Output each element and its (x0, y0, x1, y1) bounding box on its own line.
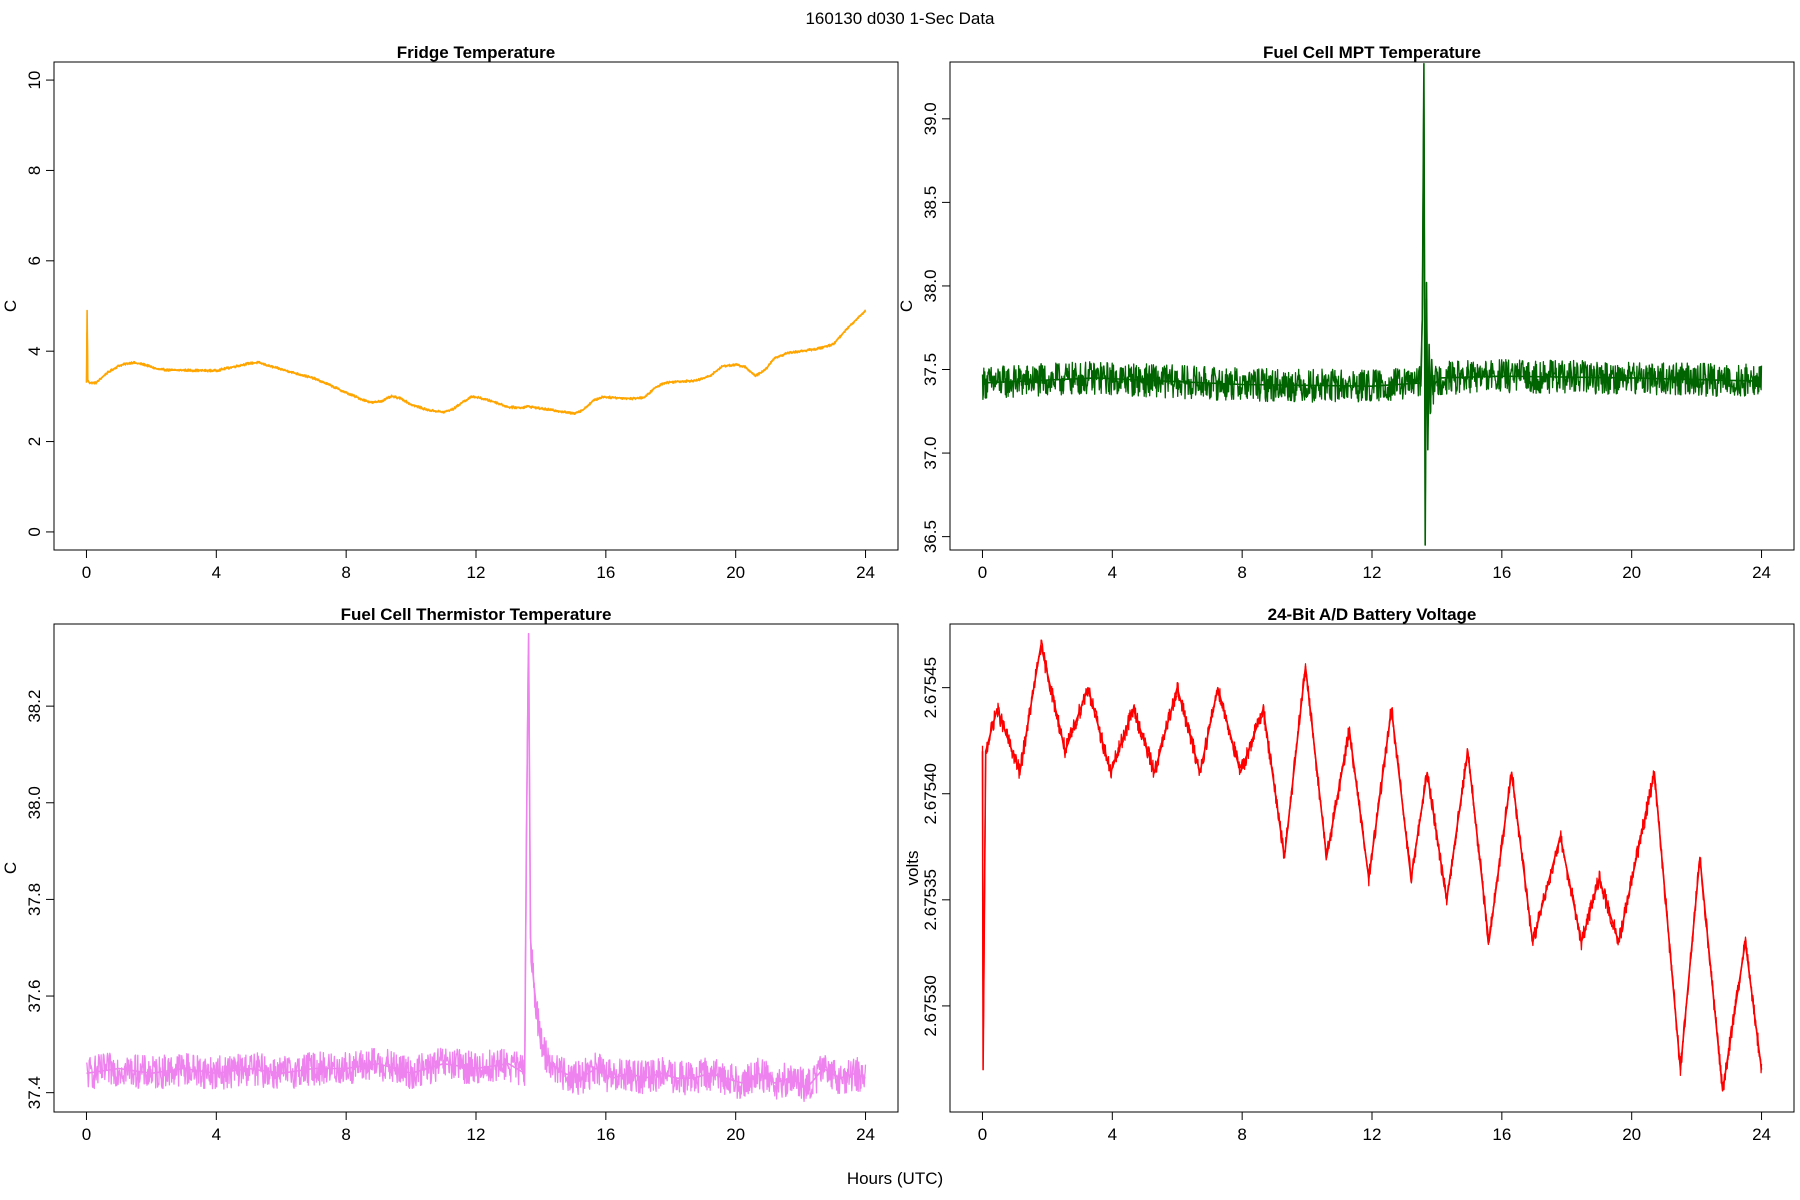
y-tick-label: 6 (25, 256, 44, 265)
x-tick-label: 8 (341, 1125, 350, 1144)
x-tick-label: 16 (596, 563, 615, 582)
x-tick-label: 0 (82, 563, 91, 582)
plot-frame (949, 623, 1795, 1113)
y-tick-label: 36.5 (921, 520, 940, 553)
x-tick-label: 24 (1752, 563, 1771, 582)
panel-title: Fuel Cell MPT Temperature (1263, 43, 1481, 62)
panel-title: Fuel Cell Thermistor Temperature (341, 605, 612, 624)
panel-title: 24-Bit A/D Battery Voltage (1268, 605, 1477, 624)
figure-xlabel: Hours (UTC) (847, 1169, 943, 1188)
panel-fuel-cell-thermistor-temperature: Fuel Cell Thermistor Temperature C 0 4 8 12… (1, 605, 899, 1144)
x-tick-label: 4 (212, 563, 221, 582)
x-tick-label: 20 (726, 563, 745, 582)
y-tick-label: 2.67530 (921, 975, 940, 1036)
y-axis-label: C (1, 300, 20, 312)
data-series-line (981, 77, 1763, 529)
data-series-line (85, 655, 867, 1103)
plot-frame (949, 61, 1795, 551)
y-tick-label: 39.0 (921, 102, 940, 135)
x-tick-label: 4 (1108, 563, 1117, 582)
y-tick-label: 37.8 (25, 883, 44, 916)
y-tick-label: 2.67540 (921, 763, 940, 824)
data-series-peaks (85, 309, 867, 415)
x-tick-label: 24 (856, 1125, 875, 1144)
data-series-line (85, 309, 867, 416)
plot-area (85, 632, 867, 1103)
x-tick-label: 16 (596, 1125, 615, 1144)
data-series-peaks (86, 632, 866, 1089)
y-axis-label: C (1, 862, 20, 874)
y-tick-label: 37.4 (25, 1076, 44, 1109)
data-series-line (981, 639, 1763, 1091)
x-tick-label: 4 (212, 1125, 221, 1144)
panel-title: Fridge Temperature (397, 43, 555, 62)
plot-area (981, 639, 1763, 1092)
plot-area (85, 309, 867, 416)
x-tick-label: 0 (82, 1125, 91, 1144)
x-tick-label: 4 (1108, 1125, 1117, 1144)
x-tick-label: 8 (1237, 563, 1246, 582)
y-tick-label: 37.0 (921, 437, 940, 470)
x-tick-label: 0 (978, 1125, 987, 1144)
panel-fuel-cell-mpt-temperature: Fuel Cell MPT Temperature C 0 4 8 12 16 20 24 3… (897, 43, 1795, 582)
y-axis-label: C (897, 300, 916, 312)
figure-title: 160130 d030 1-Sec Data (805, 9, 995, 28)
y-tick-label: 37.6 (25, 979, 44, 1012)
panel-battery-voltage: 24-Bit A/D Battery Voltage volts 0 4 8 12 16… (903, 605, 1795, 1144)
x-tick-label: 12 (1363, 1125, 1382, 1144)
y-tick-label: 0 (25, 527, 44, 536)
y-tick-label: 37.5 (921, 353, 940, 386)
y-tick-label: 2.67535 (921, 869, 940, 930)
y-tick-label: 2.67545 (921, 657, 940, 718)
y-tick-label: 2 (25, 437, 44, 446)
y-tick-label: 4 (25, 346, 44, 355)
plot-frame (53, 61, 899, 551)
x-tick-label: 8 (341, 563, 350, 582)
x-tick-label: 12 (1363, 563, 1382, 582)
y-tick-label: 8 (25, 166, 44, 175)
x-tick-label: 16 (1492, 1125, 1511, 1144)
x-tick-label: 20 (726, 1125, 745, 1144)
x-tick-label: 24 (856, 563, 875, 582)
x-tick-label: 0 (978, 563, 987, 582)
x-tick-label: 16 (1492, 563, 1511, 582)
y-tick-label: 38.0 (25, 786, 44, 819)
plot-area (981, 62, 1763, 546)
x-tick-label: 20 (1622, 563, 1641, 582)
x-tick-label: 24 (1752, 1125, 1771, 1144)
y-tick-label: 38.5 (921, 186, 940, 219)
data-series-peaks (982, 62, 1762, 546)
data-series-peaks (981, 644, 1763, 1092)
y-tick-label: 10 (25, 71, 44, 90)
x-tick-label: 20 (1622, 1125, 1641, 1144)
y-tick-label: 38.2 (25, 690, 44, 723)
x-tick-label: 12 (467, 1125, 486, 1144)
plot-frame (53, 623, 899, 1113)
y-axis-label: volts (903, 851, 922, 886)
x-tick-label: 8 (1237, 1125, 1246, 1144)
y-tick-label: 38.0 (921, 269, 940, 302)
x-tick-label: 12 (467, 563, 486, 582)
